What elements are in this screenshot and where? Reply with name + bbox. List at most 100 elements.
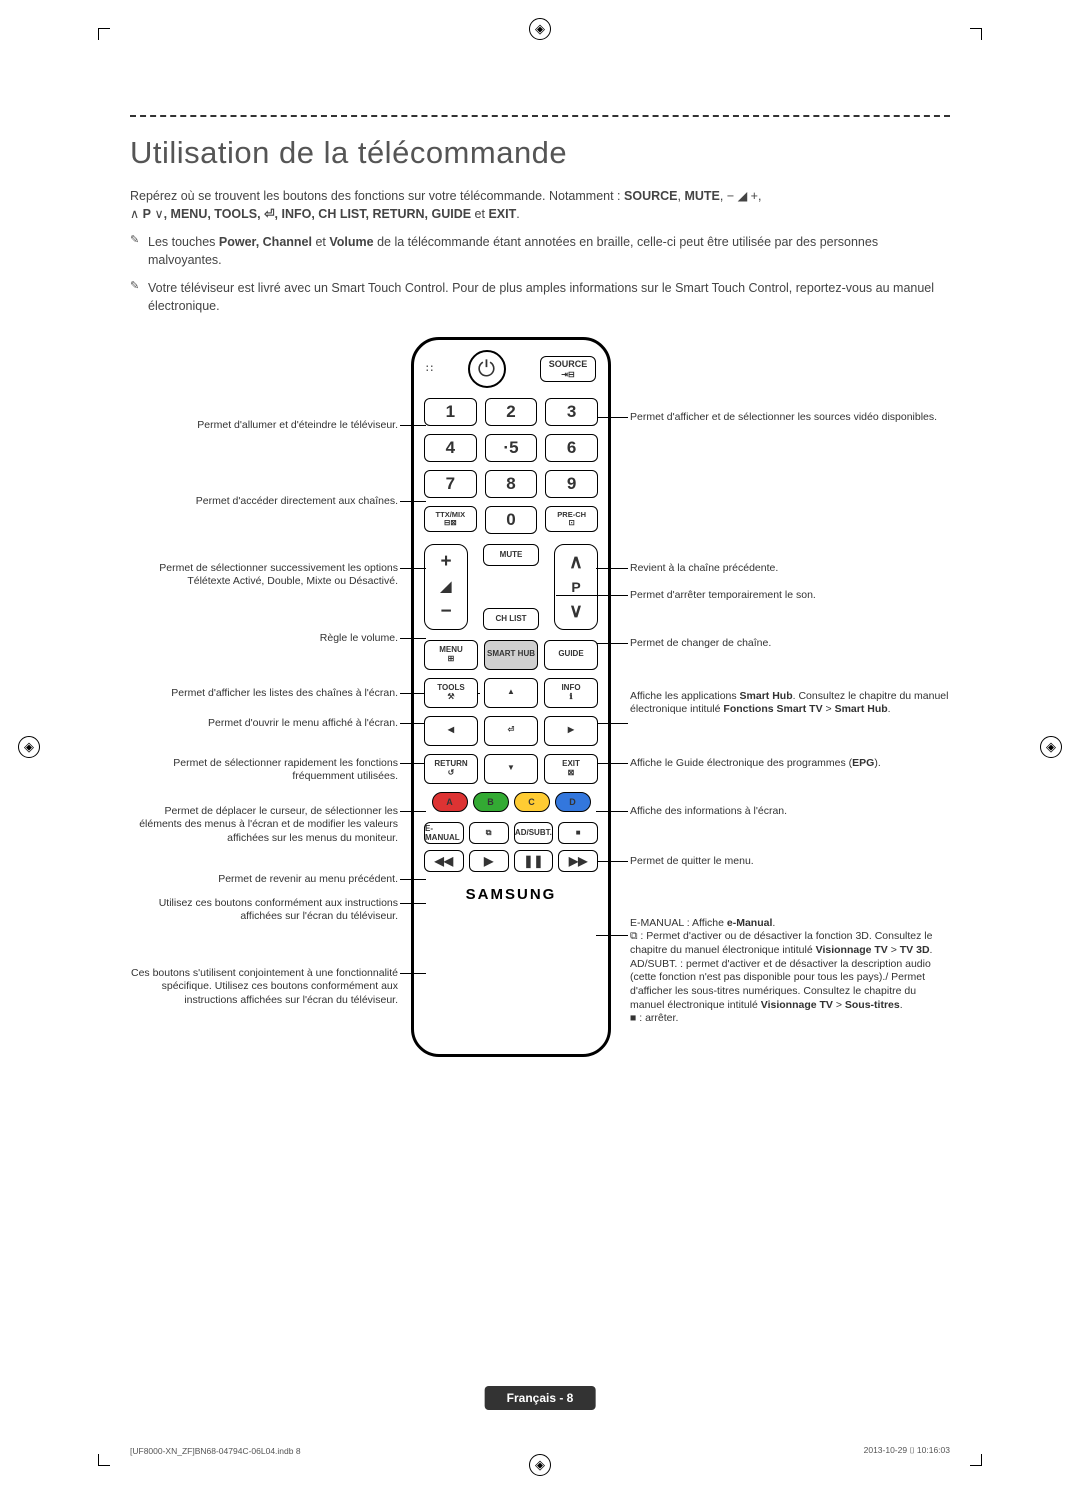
crop-mark (98, 1454, 110, 1466)
callout-bold: TV 3D (900, 944, 930, 956)
callout-colors: Utilisez ces boutons conformément aux in… (130, 897, 398, 924)
crop-mark (98, 28, 110, 40)
emanual-button: E-MANUAL (424, 822, 464, 844)
mute-label: MUTE (500, 550, 523, 559)
callout-text: . (888, 703, 891, 715)
reg-mark-left (18, 736, 40, 758)
intro-bold: EXIT (488, 207, 516, 221)
power-button: ⏻ (468, 350, 506, 388)
callout-prech: Revient à la chaîne précédente. (630, 562, 950, 576)
page-number-badge: Français - 8 (485, 1386, 596, 1410)
num-8: 8 (485, 470, 538, 498)
num-1: 1 (424, 398, 477, 426)
guide-button: GUIDE (544, 640, 598, 670)
callout-extras: E-MANUAL : Affiche e-Manual. ⧉ : Permet … (630, 917, 950, 1026)
callout-text: . (930, 944, 933, 956)
adsubt-button: AD/SUBT. (514, 822, 554, 844)
callout-smart: Affiche les applications Smart Hub. Cons… (630, 690, 950, 717)
source-label: SOURCE (549, 359, 588, 369)
callout-direct: Permet d'accéder directement aux chaînes… (130, 495, 398, 509)
callout-text: ■ : arrêter. (630, 1012, 678, 1024)
callout-chlist: Permet d'afficher les listes des chaînes… (130, 687, 398, 701)
reg-mark-top (529, 18, 551, 40)
return-button: RETURN↺ (424, 754, 478, 784)
bullet-item: Les touches Power, Channel et Volume de … (130, 233, 950, 269)
ir-dots: ∷ (426, 362, 433, 375)
callout-bold: Sous-titres (845, 999, 900, 1011)
callout-mute: Permet d'arrêter temporairement le son. (630, 589, 950, 603)
exit-button: EXIT⊠ (544, 754, 598, 784)
callout-text: ). (874, 757, 880, 769)
intro-bold: MUTE (684, 189, 719, 203)
num-0: 0 (485, 506, 538, 534)
up-button: ▲ (484, 678, 538, 708)
play-button: ▶ (469, 850, 509, 872)
callout-bold: e-Manual (727, 917, 773, 929)
callout-menu: Permet d'ouvrir le menu affiché à l'écra… (130, 717, 398, 731)
callout-power: Permet d'allumer et d'éteindre le télévi… (130, 419, 398, 433)
num-9: 9 (545, 470, 598, 498)
reg-mark-bottom (529, 1454, 551, 1476)
volume-rocker: +◢− (424, 544, 468, 630)
intro-text: Repérez où se trouvent les boutons des f… (130, 189, 624, 203)
callout-bold: Visionnage TV (761, 999, 833, 1011)
callout-bold: Smart Hub (835, 703, 888, 715)
footer-left: [UF8000-XN_ZF]BN68-04794C-06L04.indb 8 (130, 1446, 301, 1456)
stop-button: ■ (558, 822, 598, 844)
intro-text: et (471, 207, 488, 221)
callout-info: Affiche des informations à l'écran. (630, 805, 950, 819)
smarthub-button: SMART HUB (484, 640, 538, 670)
callout-cursor: Permet de déplacer le curseur, de sélect… (130, 805, 398, 846)
callout-text: Affiche les applications (630, 690, 740, 702)
intro-paragraph: Repérez où se trouvent les boutons des f… (130, 187, 950, 223)
p-label: P (571, 579, 580, 595)
callout-channel: Permet de changer de chaîne. (630, 637, 950, 651)
callout-vol: Règle le volume. (130, 632, 398, 646)
rewind-button: ◀◀ (424, 850, 464, 872)
callout-text: > (823, 703, 835, 715)
color-b: B (473, 792, 509, 812)
mute-button: MUTE (483, 544, 539, 566)
num-4: 4 (424, 434, 477, 462)
num-2: 2 (485, 398, 538, 426)
color-c: C (514, 792, 550, 812)
num-6: 6 (545, 434, 598, 462)
page-content: Utilisation de la télécommande Repérez o… (130, 115, 950, 1087)
page-title: Utilisation de la télécommande (130, 135, 950, 171)
intro-bold: SOURCE (624, 189, 677, 203)
remote-outline: ∷ ⏻ SOURCE⇥⊟ 1 2 3 4 ·5 6 7 8 9 TTX/MIX⊟… (411, 337, 611, 1057)
bullet-text: Les touches (148, 235, 219, 249)
tools-button: TOOLS⚒ (424, 678, 478, 708)
ttx-button: TTX/MIX⊟⊠ (424, 506, 477, 532)
color-a: A (432, 792, 468, 812)
channel-rocker: ∧P∨ (554, 544, 598, 630)
reg-mark-right (1040, 736, 1062, 758)
menu-button: MENU⊞ (424, 640, 478, 670)
num-5: ·5 (485, 434, 538, 462)
callout-text: Affiche le Guide électronique des progra… (630, 757, 852, 769)
num-3: 3 (545, 398, 598, 426)
right-button: ▶ (544, 716, 598, 746)
callout-bold: Smart Hub (740, 690, 793, 702)
intro-bold: , MENU, TOOLS, ⏎, INFO, CH LIST, RETURN,… (164, 207, 471, 221)
callout-text: . (772, 917, 775, 929)
bullet-bold: Volume (329, 235, 373, 249)
chlist-label: CH LIST (495, 614, 526, 623)
callout-text: . (900, 999, 903, 1011)
callout-bold: EPG (852, 757, 874, 769)
callout-text: E-MANUAL : Affiche (630, 917, 727, 929)
crop-mark (970, 1454, 982, 1466)
crop-mark (970, 28, 982, 40)
footer-right: 2013-10-29 ⌷ 10:16:03 (864, 1445, 950, 1456)
callout-bold: Visionnage TV (816, 944, 888, 956)
pause-button: ❚❚ (514, 850, 554, 872)
prech-button: PRE-CH⊡ (545, 506, 598, 532)
source-button: SOURCE⇥⊟ (540, 356, 596, 382)
left-button: ◀ (424, 716, 478, 746)
callout-return: Permet de revenir au menu précédent. (130, 873, 398, 887)
divider-dashed (130, 115, 950, 117)
info-button: INFOℹ (544, 678, 598, 708)
callout-ttx: Permet de sélectionner successivement le… (130, 562, 398, 589)
chlist-button: CH LIST (483, 608, 539, 630)
bullet-bold: Power, Channel (219, 235, 312, 249)
